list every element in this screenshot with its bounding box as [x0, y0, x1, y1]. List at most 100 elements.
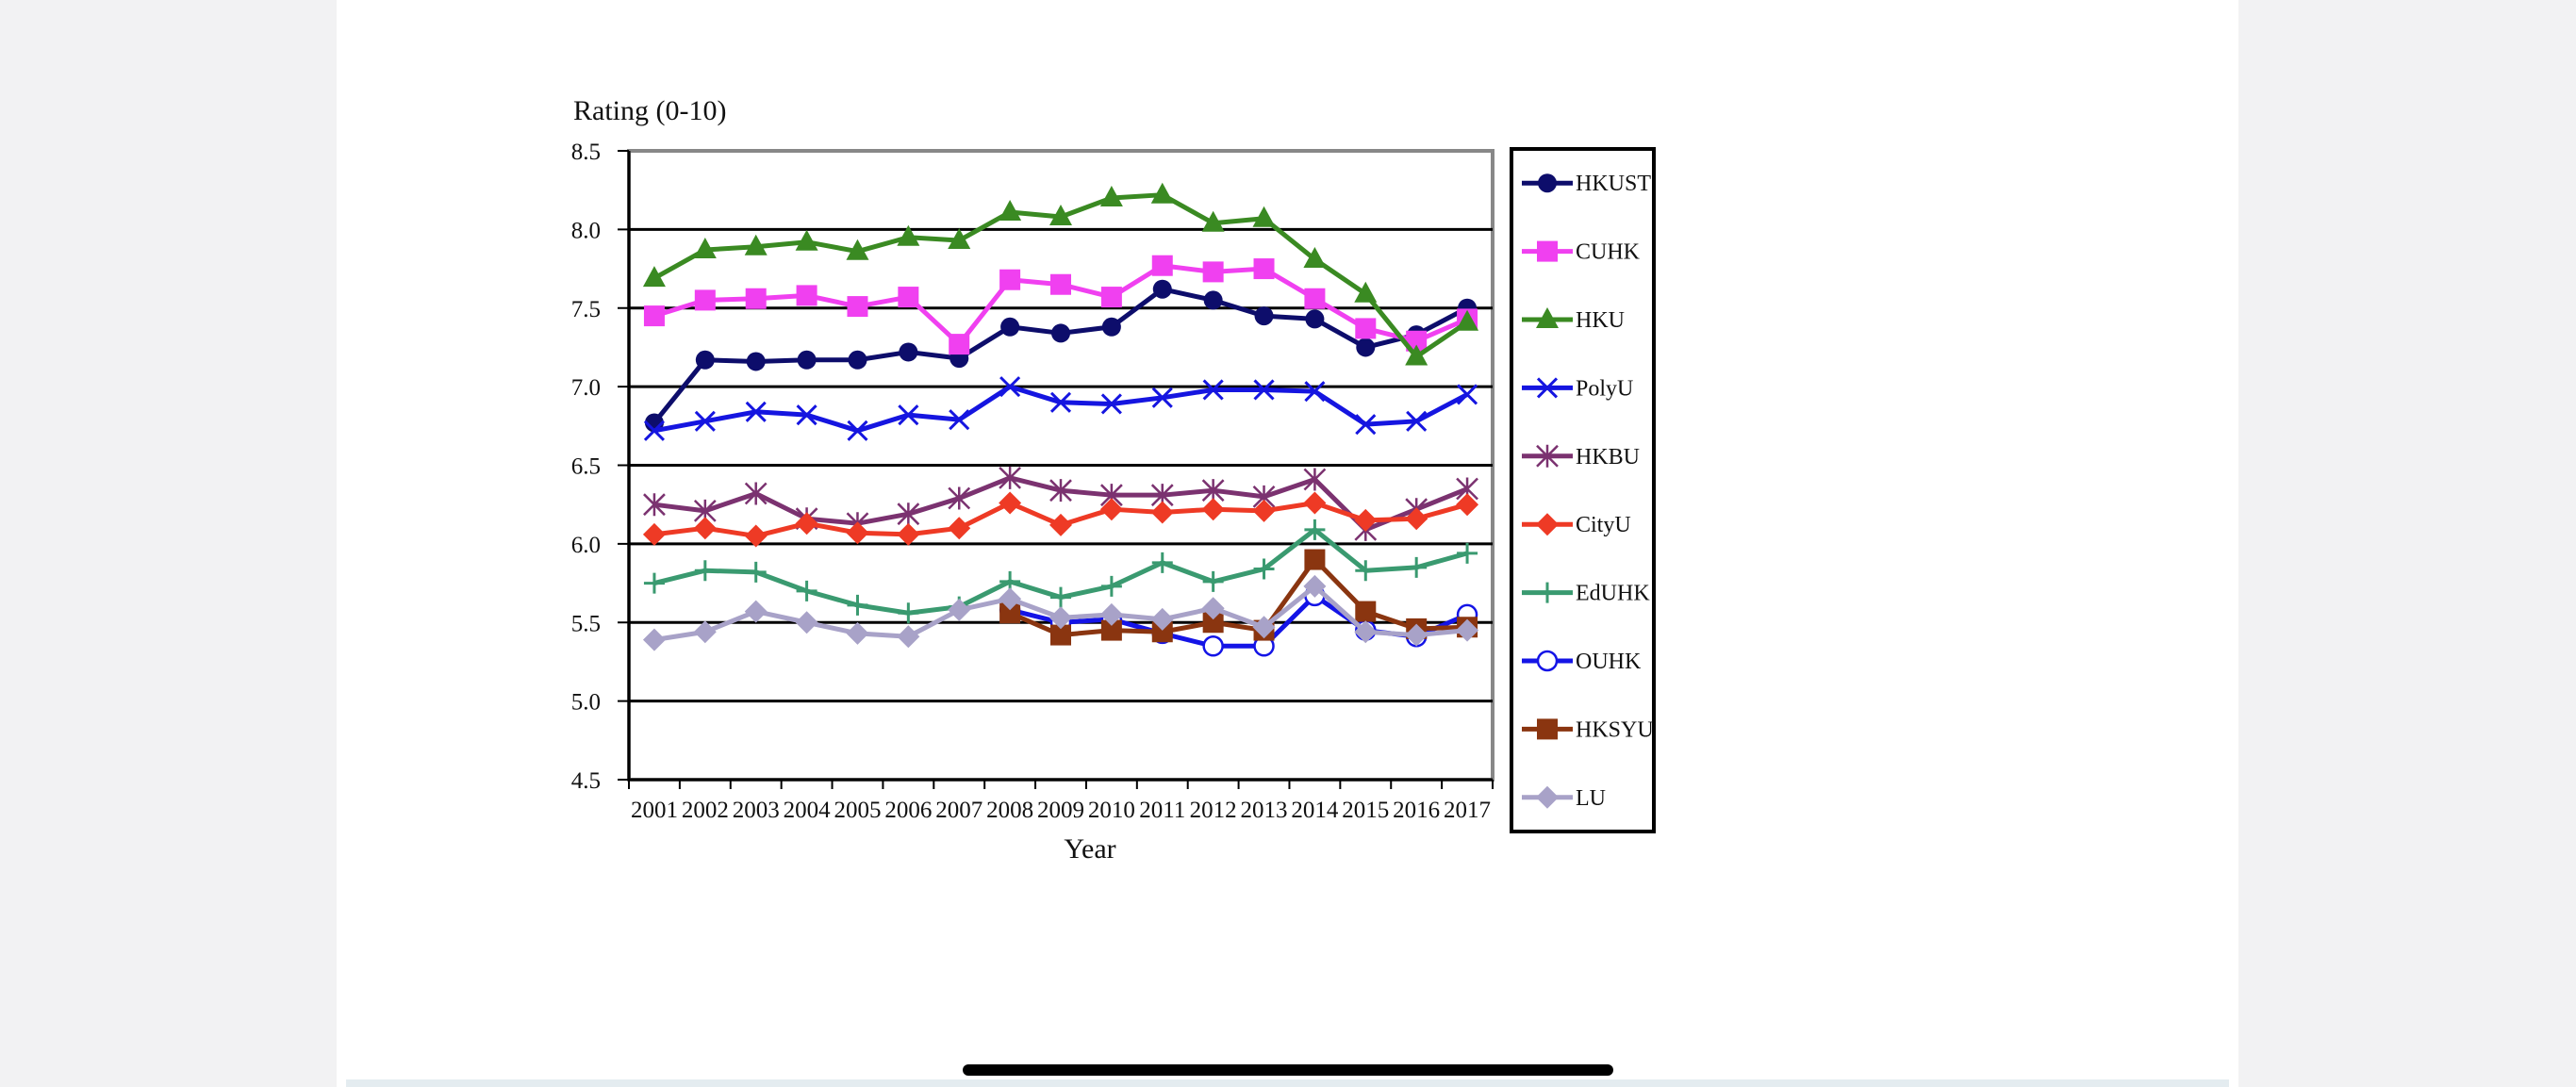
series-hku: [642, 182, 1479, 366]
data-point-cuhk: [1100, 287, 1122, 308]
data-point-eduhk: [1100, 575, 1122, 597]
y-tick-label: 8.0: [571, 218, 601, 243]
data-point-eduhk: [745, 561, 767, 583]
x-tick-label: 2012: [1190, 798, 1237, 823]
y-tick-label: 5.5: [571, 611, 601, 636]
data-point-cityu: [1303, 491, 1327, 515]
data-point-hkust: [1305, 309, 1325, 329]
x-tick-label: 2017: [1444, 798, 1491, 823]
data-point-hkust: [1051, 323, 1070, 343]
y-tick-label: 7.0: [571, 375, 601, 401]
series-eduhk: [643, 519, 1478, 624]
data-point-hkust: [1101, 317, 1121, 337]
x-tick-label: 2015: [1342, 798, 1389, 823]
data-point-hku: [795, 229, 818, 251]
data-point-polyu: [847, 420, 868, 441]
home-indicator-bar[interactable]: [963, 1064, 1613, 1076]
y-tick-label: 4.5: [571, 768, 601, 794]
data-point-cityu: [948, 517, 971, 540]
legend-label-eduhk: EdUHK: [1576, 582, 1650, 606]
legend-label-hku: HKU: [1576, 308, 1625, 333]
data-point-cuhk: [898, 287, 919, 308]
data-point-cityu: [897, 522, 920, 546]
data-point-cityu: [1150, 501, 1174, 524]
data-point-lu: [1252, 616, 1276, 639]
legend-label-ouhk: OUHK: [1576, 650, 1642, 674]
legend-marker-hksyu: [1537, 718, 1558, 740]
data-point-hkust: [1203, 290, 1223, 310]
data-point-cityu: [744, 524, 768, 548]
legend-label-hkbu: HKBU: [1576, 445, 1640, 469]
x-tick-label: 2011: [1139, 798, 1185, 823]
data-point-hkust: [1254, 306, 1274, 326]
data-point-lu: [1405, 623, 1428, 647]
x-tick-label: 2013: [1241, 798, 1288, 823]
legend: HKUST CUHK HKU PolyU HKBU CityU EdUHK OUHK HKSYU…: [1510, 147, 1656, 833]
data-point-hkust: [1000, 317, 1020, 337]
data-point-hku: [1354, 281, 1378, 303]
data-point-hkbu: [1201, 479, 1225, 502]
data-point-cuhk: [1253, 258, 1275, 280]
data-point-eduhk: [1050, 586, 1071, 608]
data-point-ouhk: [1202, 635, 1224, 657]
data-point-hksyu: [1355, 601, 1377, 622]
data-point-polyu: [1151, 387, 1173, 408]
data-point-eduhk: [796, 580, 817, 601]
x-tick-label: 2008: [986, 798, 1033, 823]
data-point-hkbu: [1303, 468, 1327, 491]
data-point-polyu: [1456, 384, 1478, 405]
data-point-eduhk: [1355, 560, 1377, 582]
y-tick-label: 5.0: [571, 690, 601, 716]
legend-marker-lu: [1536, 785, 1559, 809]
data-point-hku: [1150, 182, 1174, 204]
data-point-cuhk: [1304, 288, 1326, 309]
legend-marker-cityu: [1536, 513, 1559, 536]
series-cuhk: [643, 255, 1478, 355]
data-point-cityu: [1099, 498, 1123, 521]
data-point-eduhk: [1457, 542, 1478, 564]
data-point-polyu: [643, 420, 666, 441]
x-tick-label: 2001: [631, 798, 678, 823]
data-point-polyu: [1100, 393, 1122, 415]
data-point-hkust: [848, 350, 867, 370]
data-point-cityu: [1201, 498, 1225, 521]
data-point-cuhk: [847, 296, 868, 318]
data-point-polyu: [1304, 381, 1326, 403]
data-point-hkust: [746, 352, 766, 371]
x-tick-label: 2014: [1291, 798, 1339, 823]
y-tick-label: 6.0: [571, 533, 601, 558]
data-point-eduhk: [643, 572, 665, 594]
legend-label-hksyu: HKSYU: [1576, 717, 1654, 742]
x-tick-labels: 2001 2002 2003 2004 2005 2006 2007 2008 2009 2010…: [631, 798, 1491, 823]
data-point-cuhk: [949, 334, 970, 355]
data-point-lu: [897, 625, 920, 649]
data-point-hksyu: [1050, 624, 1071, 646]
x-tick-label: 2010: [1088, 798, 1135, 823]
legend-label-polyu: PolyU: [1576, 376, 1633, 401]
legend-marker-ouhk: [1536, 650, 1559, 672]
y-tick-label: 8.5: [571, 140, 601, 165]
data-point-eduhk: [1304, 519, 1326, 540]
data-point-polyu: [745, 401, 767, 422]
data-point-cityu: [1252, 499, 1276, 522]
data-point-polyu: [999, 376, 1021, 398]
data-point-hku: [642, 266, 666, 288]
data-point-lu: [1354, 620, 1378, 644]
data-point-cuhk: [745, 288, 767, 309]
data-point-hku: [846, 239, 869, 260]
data-point-lu: [1456, 618, 1479, 642]
data-point-cuhk: [694, 289, 716, 311]
data-point-hkbu: [999, 466, 1022, 489]
series-polyu: [643, 376, 1478, 441]
data-point-hku: [744, 234, 768, 255]
data-point-hku: [1049, 205, 1072, 226]
series-cityu: [642, 491, 1479, 548]
legend-marker-hkust: [1538, 173, 1557, 193]
data-point-cityu: [999, 491, 1022, 515]
data-point-hkust: [1152, 279, 1172, 299]
data-point-cuhk: [1406, 330, 1428, 352]
data-point-hksyu: [1100, 619, 1122, 641]
data-point-cityu: [795, 512, 818, 535]
data-point-hkbu: [948, 486, 971, 510]
